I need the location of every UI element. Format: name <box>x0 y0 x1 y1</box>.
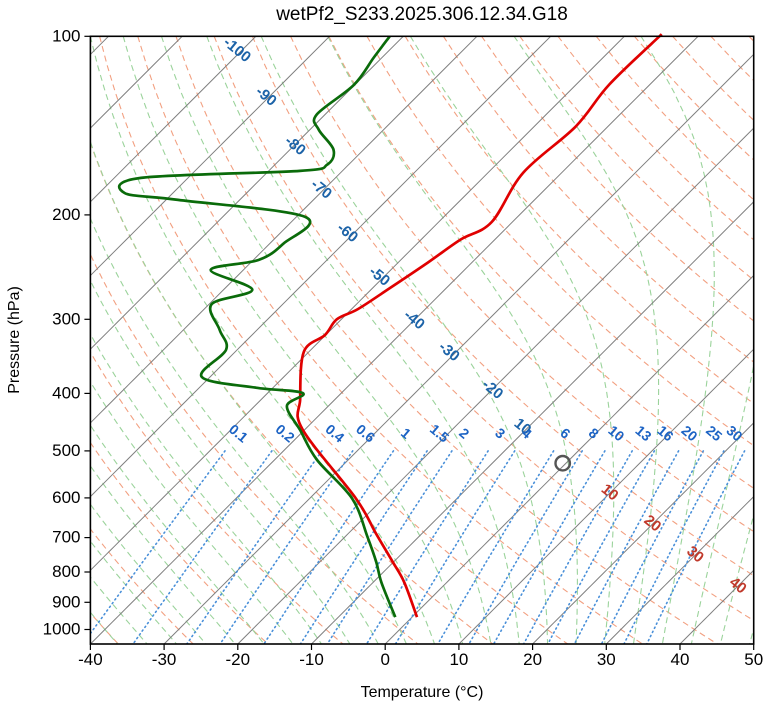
svg-text:600: 600 <box>52 488 80 507</box>
svg-text:1000: 1000 <box>43 619 81 638</box>
svg-text:900: 900 <box>52 592 80 611</box>
svg-text:-20: -20 <box>226 650 251 669</box>
svg-text:800: 800 <box>52 562 80 581</box>
svg-text:-40: -40 <box>78 650 103 669</box>
svg-text:10: 10 <box>449 650 468 669</box>
svg-text:wetPf2_S233.2025.306.12.34.G18: wetPf2_S233.2025.306.12.34.G18 <box>275 4 568 25</box>
svg-text:0: 0 <box>380 650 389 669</box>
svg-text:-10: -10 <box>299 650 324 669</box>
svg-text:30: 30 <box>597 650 616 669</box>
svg-text:Temperature (°C): Temperature (°C) <box>361 684 484 701</box>
svg-text:200: 200 <box>52 205 80 224</box>
svg-text:40: 40 <box>671 650 690 669</box>
svg-text:300: 300 <box>52 309 80 328</box>
svg-text:700: 700 <box>52 528 80 547</box>
svg-text:500: 500 <box>52 441 80 460</box>
svg-text:Pressure (hPa): Pressure (hPa) <box>6 286 23 394</box>
svg-text:20: 20 <box>523 650 542 669</box>
svg-text:50: 50 <box>744 650 763 669</box>
svg-text:400: 400 <box>52 383 80 402</box>
svg-text:100: 100 <box>52 26 80 45</box>
svg-text:-30: -30 <box>152 650 177 669</box>
